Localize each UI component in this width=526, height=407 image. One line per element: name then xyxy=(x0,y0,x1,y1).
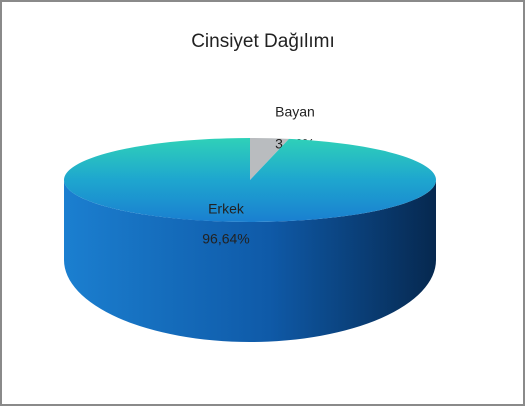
slice-label: Erkek xyxy=(208,201,245,217)
slice-label: Bayan xyxy=(275,104,315,120)
pie-slice xyxy=(63,138,436,222)
chart-title: Cinsiyet Dağılımı xyxy=(191,31,335,52)
pie-slice xyxy=(250,138,289,180)
pie-side xyxy=(64,180,436,342)
slice-value-label: 96,64% xyxy=(202,231,249,247)
